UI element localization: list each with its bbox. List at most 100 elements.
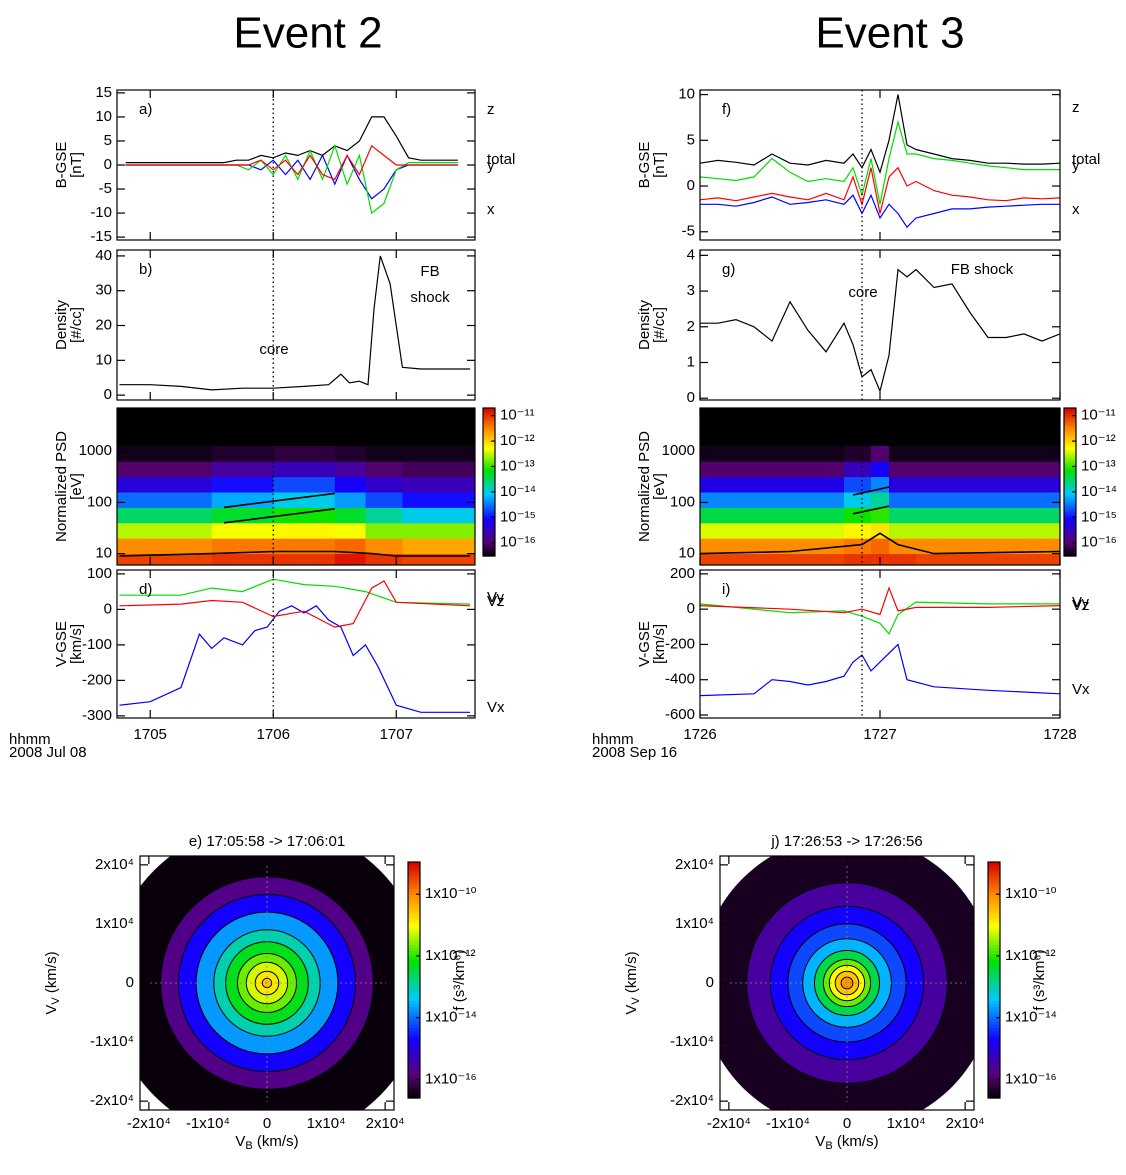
- colorbar-tick-label: 10⁻¹⁴: [1081, 483, 1117, 500]
- spectrogram-cell: [844, 445, 872, 462]
- spectrogram-cell: [889, 507, 917, 524]
- series-line: [700, 119, 1060, 205]
- spectrogram-cell: [700, 461, 845, 478]
- series-line: [700, 532, 1060, 555]
- spectrogram-cell: [211, 553, 274, 565]
- colorbar-swatch: [408, 912, 420, 916]
- y-axis-label: [eV]: [68, 473, 85, 500]
- spectrogram-cell: [273, 538, 336, 555]
- spectrogram-cell: [334, 476, 367, 493]
- x-tick-label: 1706: [257, 726, 290, 743]
- colorbar-swatch: [408, 929, 420, 934]
- panel-label: b): [139, 261, 152, 278]
- colorbar-swatch: [483, 517, 495, 520]
- spectrogram-cell: [117, 522, 213, 539]
- colorbar-swatch: [408, 1047, 420, 1052]
- colorbar-swatch: [1064, 482, 1076, 485]
- colorbar-swatch: [408, 1083, 420, 1087]
- x-tick-label: 2x10⁴: [946, 1115, 985, 1132]
- colorbar-swatch: [483, 506, 495, 509]
- colorbar-swatch: [988, 870, 1000, 875]
- plot-frame: [699, 249, 1061, 401]
- x-tick-label: 1728: [1043, 726, 1076, 743]
- colorbar-swatch: [483, 467, 495, 470]
- colorbar-swatch: [483, 435, 495, 439]
- colorbar-swatch: [988, 918, 1000, 922]
- colorbar-swatch: [1064, 531, 1076, 535]
- colorbar-swatch: [988, 1095, 1000, 1099]
- colorbar-swatch: [483, 439, 495, 442]
- colorbar-swatch: [988, 1030, 1000, 1034]
- colorbar-swatch: [483, 531, 495, 535]
- spectrogram-cell: [273, 522, 336, 539]
- colorbar-swatch: [988, 962, 1000, 966]
- colorbar-swatch: [1064, 526, 1076, 529]
- colorbar-swatch: [408, 1092, 420, 1096]
- colorbar-swatch: [1064, 539, 1076, 542]
- colorbar-swatch: [408, 950, 420, 955]
- colorbar-swatch: [483, 489, 495, 492]
- axis-label-main: V: [815, 1133, 825, 1150]
- spectrogram-cell: [211, 461, 274, 478]
- colorbar-swatch: [1064, 524, 1076, 527]
- spectrogram-cell: [365, 408, 403, 446]
- colorbar-swatch: [483, 426, 495, 429]
- colorbar-swatch: [1064, 417, 1076, 420]
- colorbar-swatch: [408, 1000, 420, 1005]
- colorbar-swatch: [483, 487, 495, 490]
- colorbar-swatch: [408, 1053, 420, 1058]
- colorbar-swatch: [988, 906, 1000, 910]
- axis-label-sub: B: [245, 1140, 252, 1152]
- spectrogram-cell: [334, 553, 367, 565]
- colorbar-swatch: [483, 408, 495, 411]
- colorbar-swatch: [1064, 511, 1076, 515]
- colorbar-swatch: [1064, 541, 1076, 544]
- colorbar-swatch: [483, 452, 495, 455]
- y-axis-label: Density: [636, 299, 653, 350]
- colorbar-swatch: [1064, 450, 1076, 453]
- colorbar-swatch: [988, 965, 1000, 969]
- colorbar-swatch: [988, 900, 1000, 904]
- x-tick-label: 0: [263, 1115, 271, 1132]
- colorbar-swatch: [988, 1062, 1000, 1067]
- y-tick-label: 0: [104, 386, 112, 403]
- spectrogram-cell: [211, 538, 274, 555]
- axis-label-unit: (km/s): [43, 951, 60, 997]
- colorbar-swatch: [483, 546, 495, 550]
- plot-frame: [116, 89, 476, 241]
- colorbar-swatch: [408, 1080, 420, 1084]
- colorbar-swatch: [988, 879, 1000, 884]
- colorbar-swatch: [1064, 420, 1076, 424]
- colorbar-swatch: [408, 1033, 420, 1037]
- colorbar-swatch: [483, 515, 495, 518]
- plot-title: j) 17:26:53 -> 17:26:56: [770, 833, 922, 850]
- date-label: 2008 Sep 16: [592, 744, 677, 761]
- x-tick-label: 1707: [380, 726, 413, 743]
- colorbar-swatch: [1064, 446, 1076, 450]
- y-tick-label: -1x10⁴: [670, 1033, 714, 1050]
- spectrogram-cell: [916, 507, 1060, 524]
- spectrogram-cell: [117, 408, 213, 446]
- spectrogram-cell: [402, 522, 475, 539]
- spectrogram-cell: [844, 476, 872, 493]
- colorbar-swatch: [483, 496, 495, 500]
- y-tick-label: 0: [687, 389, 695, 406]
- y-tick-label: 100: [87, 493, 112, 510]
- spectrogram-cell: [916, 492, 1060, 508]
- spectrogram-cell: [871, 538, 890, 555]
- colorbar-swatch: [988, 903, 1000, 907]
- colorbar-swatch: [988, 921, 1000, 925]
- colorbar-swatch: [408, 1044, 420, 1049]
- colorbar-swatch: [483, 420, 495, 424]
- colorbar-swatch: [408, 932, 420, 937]
- colorbar-tick-label: 1x10⁻¹⁴: [425, 1009, 477, 1026]
- spectrogram-cell: [700, 445, 845, 462]
- colorbar-swatch: [483, 459, 495, 463]
- panel-label: i): [722, 581, 730, 598]
- spectrogram-cell: [889, 445, 917, 462]
- colorbar-swatch: [988, 991, 1000, 996]
- legend-label: total: [487, 151, 515, 168]
- colorbar-swatch: [1064, 533, 1076, 537]
- colorbar-swatch: [408, 1018, 420, 1022]
- colorbar-swatch: [483, 541, 495, 544]
